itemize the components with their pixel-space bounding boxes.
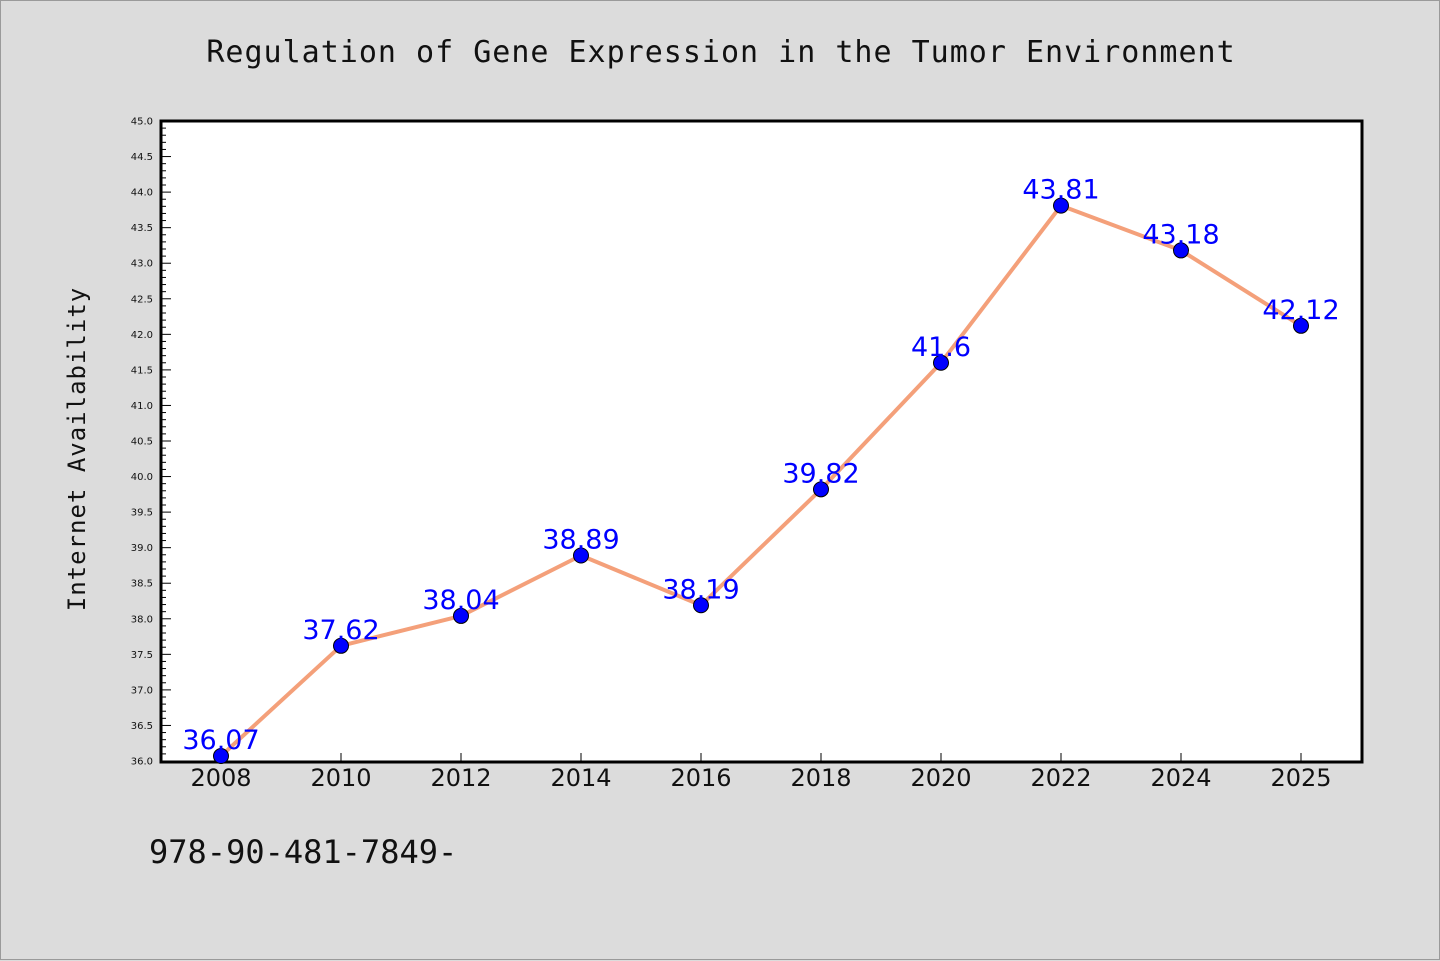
data-label: 36.07 xyxy=(182,725,259,756)
x-axis: 2008 2010 2012 2014 2016 2018 2020 2022 2024 2025 xyxy=(190,753,1332,792)
y-tick-label: 43.5 xyxy=(131,223,153,234)
x-tick-label: 2010 xyxy=(310,764,371,792)
data-point xyxy=(933,354,949,371)
data-label: 43.18 xyxy=(1142,219,1219,250)
y-axis: 36.0 36.5 37.0 37.5 38.0 38.5 39.0 39.5 40.0 40.5… xyxy=(131,117,171,768)
x-tick-label: 2025 xyxy=(1270,764,1331,792)
data-label: 38.19 xyxy=(662,574,739,605)
y-tick-label: 41.0 xyxy=(131,401,153,412)
y-tick-label: 43.0 xyxy=(131,259,153,270)
x-tick-label: 2024 xyxy=(1150,764,1211,792)
y-tick-label: 45.0 xyxy=(131,117,153,128)
y-tick-label: 38.5 xyxy=(131,579,153,590)
data-labels: 36.07 37.62 38.04 38.89 38.19 39.82 41.6 43.81 4… xyxy=(182,175,1339,756)
data-point xyxy=(213,748,229,765)
x-tick-label: 2014 xyxy=(550,764,611,792)
y-tick-label: 39.0 xyxy=(131,543,153,554)
data-label: 38.04 xyxy=(422,585,499,616)
y-tick-label: 37.5 xyxy=(131,650,153,661)
data-label: 43.81 xyxy=(1022,175,1099,206)
y-tick-label: 44.0 xyxy=(131,188,153,199)
data-point xyxy=(693,597,709,614)
x-tick-label: 2018 xyxy=(790,764,851,792)
y-tick-label: 39.5 xyxy=(131,508,153,519)
x-tick-label: 2016 xyxy=(670,764,731,792)
data-point xyxy=(1293,317,1309,334)
y-tick-label: 37.0 xyxy=(131,685,153,696)
y-tick-label: 42.0 xyxy=(131,330,153,341)
data-point xyxy=(453,607,469,624)
chart-title: Regulation of Gene Expression in the Tum… xyxy=(206,35,1236,70)
x-tick-label: 2022 xyxy=(1030,764,1091,792)
plot-area xyxy=(159,119,1364,764)
x-tick-label: 2012 xyxy=(430,764,491,792)
series-line-group xyxy=(219,203,1303,758)
data-label: 42.12 xyxy=(1262,295,1339,326)
data-label: 39.82 xyxy=(782,458,859,489)
data-point xyxy=(813,481,829,498)
data-point xyxy=(1173,242,1189,259)
data-point xyxy=(1053,197,1069,214)
x-tick-label: 2020 xyxy=(910,764,971,792)
y-tick-label: 38.0 xyxy=(131,614,153,625)
y-tick-label: 40.0 xyxy=(131,472,153,483)
data-point xyxy=(333,637,349,654)
data-label: 38.89 xyxy=(542,524,619,555)
x-tick-label: 2008 xyxy=(190,764,251,792)
data-label: 41.6 xyxy=(911,332,971,363)
series-line xyxy=(219,203,1303,758)
data-point xyxy=(573,547,589,564)
data-points xyxy=(213,197,1309,765)
y-tick-label: 36.5 xyxy=(131,721,153,732)
data-label: 37.62 xyxy=(302,615,379,646)
footer-code: 978-90-481-7849- xyxy=(149,833,458,871)
y-tick-label: 36.0 xyxy=(131,757,153,768)
y-tick-label: 41.5 xyxy=(131,365,153,376)
y-tick-label: 42.5 xyxy=(131,294,153,305)
y-tick-label: 40.5 xyxy=(131,437,153,448)
y-tick-label: 44.5 xyxy=(131,152,153,163)
